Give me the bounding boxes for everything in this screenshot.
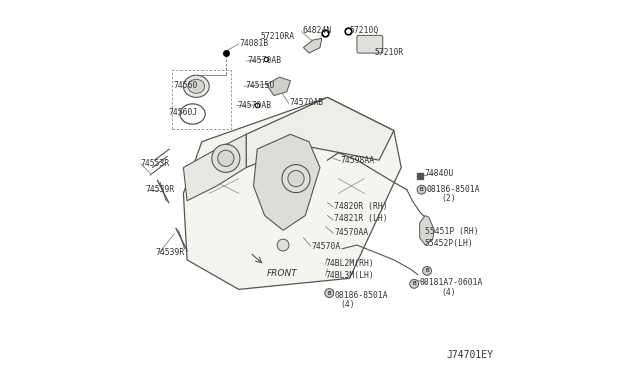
- Text: B: B: [412, 281, 416, 286]
- Circle shape: [218, 150, 234, 166]
- Circle shape: [417, 185, 426, 194]
- Text: 57210Q: 57210Q: [349, 26, 379, 35]
- Text: FRONT: FRONT: [266, 269, 297, 278]
- Text: 74539R: 74539R: [156, 248, 185, 257]
- Text: 74BL2M(RH): 74BL2M(RH): [326, 259, 374, 268]
- Text: 74560J: 74560J: [168, 108, 198, 117]
- FancyBboxPatch shape: [357, 35, 383, 53]
- Text: 55451P (RH): 55451P (RH): [425, 227, 479, 236]
- Text: (4): (4): [340, 300, 355, 310]
- Text: 55452P(LH): 55452P(LH): [425, 239, 474, 248]
- Text: 74BL3M(LH): 74BL3M(LH): [326, 271, 374, 280]
- Text: J74701EY: J74701EY: [447, 350, 493, 359]
- Text: 74081B: 74081B: [240, 39, 269, 48]
- Circle shape: [288, 170, 304, 187]
- Text: (4): (4): [442, 288, 456, 297]
- Text: 57210R: 57210R: [374, 48, 404, 57]
- Text: (2): (2): [442, 195, 456, 203]
- Circle shape: [324, 289, 333, 298]
- Text: 74570AB: 74570AB: [289, 99, 323, 108]
- Polygon shape: [420, 215, 435, 245]
- Polygon shape: [266, 77, 291, 96]
- Text: 08181A7-0601A: 08181A7-0601A: [420, 278, 483, 287]
- Text: 08186-8501A: 08186-8501A: [334, 291, 388, 300]
- Text: 64824N: 64824N: [302, 26, 332, 35]
- Circle shape: [422, 266, 431, 275]
- Text: B: B: [425, 269, 429, 273]
- Text: 74570AB: 74570AB: [247, 56, 282, 65]
- Circle shape: [277, 239, 289, 251]
- Text: 74539R: 74539R: [146, 185, 175, 194]
- Text: 74821R (LH): 74821R (LH): [334, 214, 388, 223]
- Text: 74560: 74560: [173, 81, 198, 90]
- Polygon shape: [184, 97, 401, 289]
- Polygon shape: [246, 97, 394, 167]
- Ellipse shape: [188, 79, 205, 93]
- Text: 74570A: 74570A: [311, 242, 340, 251]
- Text: 74553R: 74553R: [141, 158, 170, 168]
- Polygon shape: [184, 134, 246, 201]
- Text: 74570AB: 74570AB: [237, 101, 271, 110]
- Circle shape: [410, 279, 419, 288]
- Text: 74840U: 74840U: [425, 169, 454, 177]
- Text: 74570AA: 74570AA: [334, 228, 368, 237]
- Text: B: B: [420, 187, 423, 192]
- Text: B: B: [328, 291, 331, 296]
- Polygon shape: [253, 134, 320, 230]
- Text: 08186-8501A: 08186-8501A: [426, 185, 480, 194]
- Circle shape: [212, 144, 240, 172]
- Text: 74598AA: 74598AA: [340, 156, 375, 166]
- Circle shape: [282, 164, 310, 193]
- Text: 74820R (RH): 74820R (RH): [334, 202, 388, 211]
- Text: 57210RA: 57210RA: [260, 32, 295, 41]
- Polygon shape: [303, 38, 322, 53]
- Text: 74515U: 74515U: [245, 81, 275, 90]
- Ellipse shape: [184, 75, 209, 97]
- Bar: [172, 70, 232, 129]
